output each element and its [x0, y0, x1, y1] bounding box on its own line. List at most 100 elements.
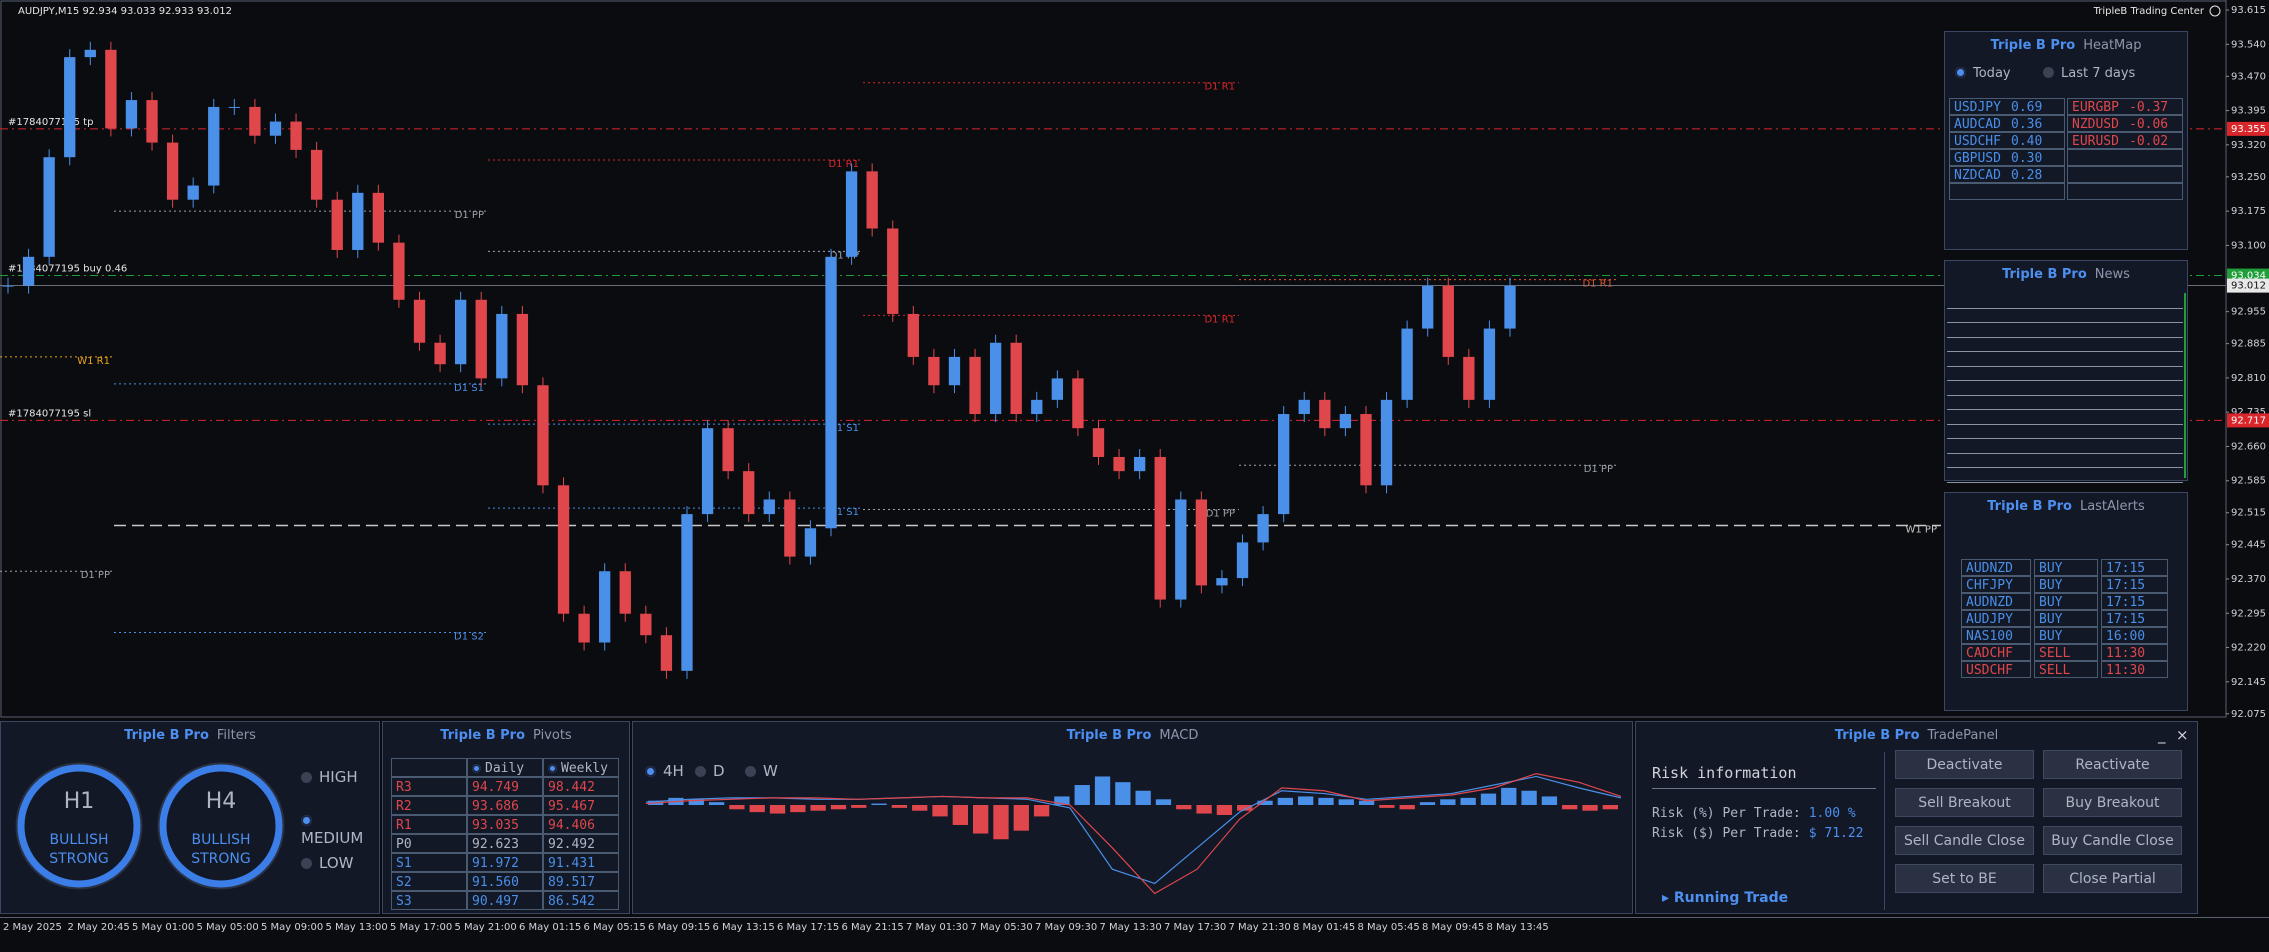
- heat-symbol: EURUSD: [2067, 132, 2125, 149]
- alert-time: 16:00: [2101, 627, 2168, 644]
- alerts-panel: Triple B Pro LastAlerts AUDNZD BUY 17:15 CHFJ…: [1944, 492, 2188, 711]
- macd-bar: [1318, 797, 1334, 805]
- trade-button[interactable]: Close Partial: [2043, 864, 2182, 893]
- macd-bar: [810, 805, 826, 811]
- level-label: D1 S1: [454, 383, 484, 394]
- candle: [105, 49, 117, 129]
- x-tick-label: 5 May 17:00: [390, 922, 453, 933]
- alert-side: BUY: [2034, 627, 2098, 644]
- pivot-header: Weekly: [543, 758, 619, 777]
- news-scrollbar: [2184, 293, 2186, 478]
- x-tick-label: 6 May 01:15: [519, 922, 582, 933]
- x-tick-label: 2 May 2025: [3, 922, 62, 933]
- level-label: D1 PP: [830, 250, 859, 261]
- y-tick-label: 92.370: [2231, 574, 2266, 585]
- heat-value: 0.36: [2007, 115, 2065, 132]
- x-tick-label: 6 May 09:15: [648, 922, 711, 933]
- filter-radio[interactable]: HIGH: [301, 768, 358, 786]
- period-radio[interactable]: Today: [1955, 66, 2011, 81]
- y-tick-label: 92.585: [2231, 476, 2266, 487]
- candle: [1051, 378, 1064, 400]
- candle: [537, 385, 549, 486]
- y-tick-label: 92.885: [2231, 339, 2266, 350]
- gauge-strength: STRONG: [49, 851, 109, 867]
- macd-bar: [1176, 805, 1192, 810]
- candle: [1010, 342, 1022, 415]
- y-tick-label: 93.540: [2231, 39, 2266, 50]
- candle: [1360, 414, 1372, 486]
- running-trade[interactable]: ▸ Running Trade: [1662, 890, 1789, 906]
- pivot-name: S1: [391, 853, 467, 872]
- pivot-value: 91.972: [467, 853, 543, 872]
- trade-button[interactable]: Reactivate: [2043, 750, 2182, 779]
- level-label: D1 PP: [81, 570, 110, 581]
- x-tick-label: 5 May 21:00: [454, 922, 517, 933]
- period-radio[interactable]: Last 7 days: [2043, 66, 2135, 81]
- alert-symbol: NAS100: [1961, 627, 2031, 644]
- x-tick-label: 6 May 05:15: [583, 922, 646, 933]
- panel-name: MACD: [1159, 728, 1199, 743]
- candle: [475, 299, 487, 379]
- trade-button[interactable]: Buy Candle Close: [2043, 826, 2182, 855]
- candle: [496, 313, 508, 379]
- filter-radio[interactable]: LOW: [301, 854, 353, 872]
- macd-bar: [1358, 800, 1375, 805]
- trade-button[interactable]: Sell Breakout: [1895, 788, 2034, 817]
- macd-bar: [769, 805, 786, 814]
- pivot-name: P0: [391, 834, 467, 853]
- news-row: [1947, 351, 2183, 367]
- heat-empty: [2067, 149, 2183, 166]
- macd-bar: [1298, 796, 1314, 805]
- trade-button[interactable]: Sell Candle Close: [1895, 826, 2034, 855]
- trade-button[interactable]: Set to BE: [1895, 864, 2034, 893]
- tab-label: D: [713, 762, 725, 780]
- macd-tab[interactable]: 4H: [645, 762, 684, 780]
- macd-tab[interactable]: W: [745, 762, 778, 780]
- window-control[interactable]: ×: [2176, 726, 2189, 744]
- period-label: Today: [1973, 66, 2011, 81]
- order-label: #1784077195 sl: [8, 408, 91, 419]
- window-control[interactable]: _: [2158, 726, 2166, 744]
- candle: [454, 299, 467, 365]
- trade-button[interactable]: Deactivate: [1895, 750, 2034, 779]
- level-label: D1 S2: [454, 631, 484, 642]
- pivot-corner: [391, 758, 467, 777]
- macd-bar: [1582, 805, 1598, 811]
- price-tag-label: 92.717: [2231, 415, 2266, 426]
- macd-bar: [973, 805, 989, 834]
- candle: [64, 57, 76, 158]
- macd-bar: [749, 805, 765, 813]
- period-label: Last 7 days: [2061, 66, 2136, 81]
- x-tick-label: 8 May 05:45: [1357, 922, 1420, 933]
- gauge-ring: [17, 764, 141, 888]
- panel-title: Triple B Pro News: [1945, 267, 2187, 282]
- macd-bar: [912, 805, 928, 811]
- radio-dot: [301, 858, 312, 869]
- risk-value: $ 71.22: [1808, 826, 1864, 841]
- news-row: [1947, 467, 2183, 483]
- trade-button[interactable]: Buy Breakout: [2043, 788, 2182, 817]
- news-row: [1947, 453, 2183, 468]
- gauge-track: [157, 762, 285, 890]
- pivot-value: 94.749: [467, 777, 543, 796]
- heat-symbol: EURGBP: [2067, 98, 2125, 115]
- y-tick-label: 93.470: [2231, 71, 2266, 82]
- level-label: D1 PP: [1584, 464, 1613, 475]
- candle: [1298, 399, 1310, 415]
- pivot-header: Daily: [467, 758, 543, 777]
- filter-label: HIGH: [319, 768, 358, 786]
- macd-bar: [1338, 799, 1354, 805]
- heat-value: -0.02: [2125, 132, 2183, 149]
- candle: [578, 613, 590, 643]
- macd-tab[interactable]: D: [695, 762, 725, 780]
- filters-panel: Triple B Pro Filters H1 BULLISH STRONG H4 BULL…: [0, 721, 380, 914]
- macd-bar: [1033, 805, 1050, 817]
- filter-radio[interactable]: MEDIUM: [301, 811, 379, 847]
- macd-bar: [1257, 800, 1273, 805]
- candle: [434, 342, 446, 365]
- heat-value: 0.28: [2007, 166, 2065, 183]
- pivot-name: S2: [391, 872, 467, 891]
- candle: [989, 342, 1002, 415]
- pivot-value: 91.431: [543, 853, 619, 872]
- alert-symbol: USDCHF: [1961, 661, 2031, 678]
